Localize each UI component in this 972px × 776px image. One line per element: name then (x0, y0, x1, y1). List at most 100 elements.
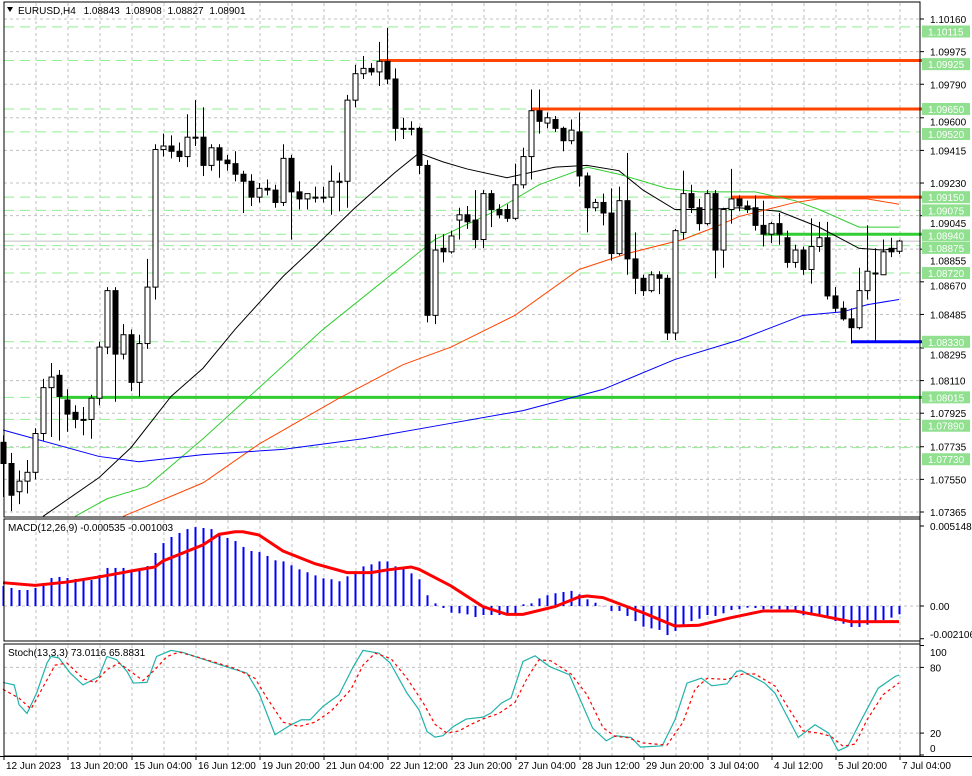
bear-candle-body (888, 247, 895, 253)
bull-candle-body (568, 129, 575, 142)
triangle-down-icon[interactable] (7, 7, 13, 12)
bear-candle-body (416, 127, 423, 166)
candle (792, 244, 799, 268)
candle (592, 198, 599, 212)
price-tick-label: 1.10160 (930, 15, 967, 26)
candle (176, 142, 183, 162)
level-label-bg (922, 241, 970, 254)
bull-candle-body (544, 117, 551, 124)
candle (440, 234, 447, 263)
bull-candle-body (352, 73, 359, 101)
candle (728, 168, 735, 224)
candle (16, 470, 23, 505)
level-label: 1.09150 (928, 193, 965, 204)
ohlc-high: 1.08908 (126, 6, 163, 17)
level-label: 1.08015 (928, 393, 965, 404)
price-tick-label: 1.08855 (930, 256, 967, 267)
bull-candle-body (808, 246, 815, 270)
bear-candle-body (584, 175, 591, 209)
candle (888, 237, 895, 258)
stoch-header: Stoch(13,3,3) 73.0116 65.8831 (8, 648, 146, 659)
ma-fast-line (42, 152, 900, 517)
bull-candle-body (48, 376, 55, 389)
candle (560, 126, 567, 152)
candle (344, 94, 351, 208)
bull-candle-body (96, 346, 103, 399)
bull-candle-body (672, 230, 679, 334)
price-tick-label: 1.07925 (930, 409, 967, 420)
candle (408, 121, 415, 136)
candle (872, 248, 879, 342)
candle (376, 41, 383, 87)
candle (312, 186, 319, 203)
level-label: 1.08330 (928, 338, 965, 349)
candle (152, 144, 159, 300)
macd-signal-line (2, 530, 900, 628)
bear-candle-body (496, 208, 503, 216)
price-tick-label: 1.09415 (930, 146, 967, 157)
bear-candle-body (664, 277, 671, 334)
bear-candle-body (752, 207, 759, 226)
candle (224, 154, 231, 171)
candle (696, 198, 703, 231)
bear-candle-body (696, 207, 703, 225)
level-label-bg (922, 419, 970, 432)
candle (480, 190, 487, 249)
time-tick-label: 16 Jun 12:00 (198, 761, 256, 772)
bull-candle-body (408, 127, 415, 130)
candle (144, 258, 151, 349)
time-tick-label: 5 Jul 20:00 (838, 761, 887, 772)
price-tick-label: 1.08670 (930, 281, 967, 292)
level-label-bg (922, 191, 970, 204)
candle (600, 193, 607, 226)
price-tick-label: 1.09975 (930, 48, 967, 59)
chart-header[interactable]: EURUSD,H4 1.08843 1.08908 1.08827 1.0890… (7, 6, 246, 17)
ohlc-low: 1.08827 (167, 6, 204, 17)
time-tick-label: 29 Jun 20:00 (646, 761, 704, 772)
candle (896, 239, 903, 255)
macd-tick-label: 0.005148 (930, 522, 972, 533)
candle (416, 126, 423, 175)
candle (760, 200, 767, 247)
candle (272, 184, 279, 208)
ma-mid-line (74, 166, 899, 517)
candle (264, 179, 271, 196)
bull-candle-body (856, 290, 863, 329)
bull-candle-body (592, 201, 599, 209)
candle (184, 114, 191, 168)
candle (832, 287, 839, 312)
stoch-title: Stoch(13,3,3) 73.0116 65.8831 (8, 648, 146, 659)
candle (640, 274, 647, 296)
level-label-bg (922, 391, 970, 404)
bear-candle-body (640, 277, 647, 292)
candle (232, 151, 239, 182)
horizontal-levels (4, 26, 920, 449)
bear-candle-body (760, 224, 767, 235)
ma-slow-line (122, 198, 900, 517)
candle (192, 100, 199, 146)
bear-candle-body (776, 223, 783, 235)
candle (424, 160, 431, 323)
candle (392, 68, 399, 141)
candle (280, 144, 287, 206)
bear-candle-body (560, 127, 567, 142)
candle (808, 218, 815, 284)
stoch-signal-line (2, 651, 900, 747)
stoch-panel (2, 649, 920, 752)
level-label: 1.08720 (928, 269, 965, 280)
candle (656, 271, 663, 295)
bull-candle-body (360, 67, 367, 75)
bull-candle-body (520, 156, 527, 186)
candle (768, 221, 775, 244)
bear-candle-body (608, 212, 615, 255)
stoch-panel-frame (3, 643, 921, 757)
candle (360, 56, 367, 79)
bull-candle-body (192, 136, 199, 139)
candle (136, 334, 143, 397)
candle (320, 186, 327, 203)
candle (848, 308, 855, 344)
candle (568, 119, 575, 145)
level-label: 1.09075 (928, 206, 965, 217)
candle (752, 195, 759, 231)
